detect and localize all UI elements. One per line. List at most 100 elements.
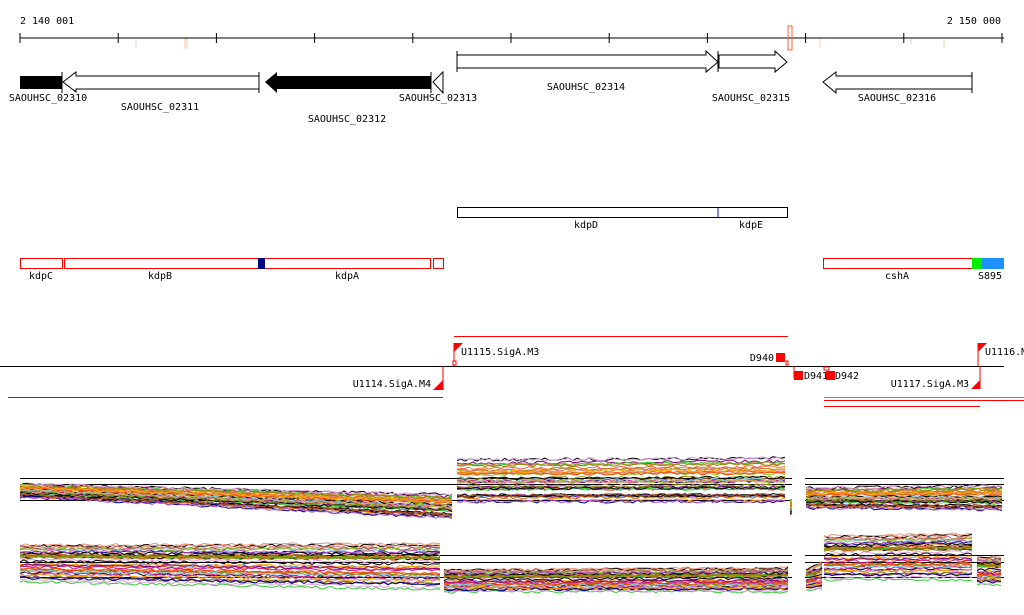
expression-series	[19, 554, 441, 560]
expression-series	[805, 584, 823, 589]
expression-series	[19, 575, 441, 586]
expression-series	[823, 568, 973, 573]
expression-series	[976, 570, 1002, 575]
feature-D940[interactable]: D940	[750, 353, 789, 366]
gene-label: SAOUHSC_02313	[399, 93, 477, 104]
operon-label: cshA	[885, 271, 909, 282]
expression-series	[976, 579, 1002, 584]
expression-series	[976, 573, 1002, 578]
expression-series	[19, 559, 441, 566]
expression-series	[823, 550, 973, 555]
expression-series	[456, 492, 786, 498]
ruler-end-label: 2 150 000	[947, 16, 1001, 27]
expression-series	[19, 551, 441, 556]
gene-label: SAOUHSC_02315	[712, 93, 790, 104]
feature-D941[interactable]: D941	[793, 366, 828, 382]
expression-series	[805, 573, 823, 579]
feature-track: U1114.SigA.M4 U1115.SigA.M3 D940 D941 D9…	[0, 336, 1024, 407]
operon-kdpD[interactable]	[457, 207, 788, 218]
feature-label: U1115.SigA.M3	[461, 347, 539, 358]
expression-series	[456, 499, 786, 504]
feature-U1116[interactable]: U1116.M	[977, 343, 1024, 366]
operon-S895[interactable]	[982, 258, 1004, 269]
expression-series	[19, 573, 441, 583]
gene-SAOUHSC_02315[interactable]: SAOUHSC_02315	[712, 49, 790, 104]
expression-series	[976, 567, 1002, 571]
operon-cshA[interactable]	[823, 258, 973, 269]
expression-series	[19, 575, 440, 586]
expression-series	[456, 462, 785, 468]
expression-series	[805, 560, 823, 571]
expression-series	[823, 533, 973, 539]
expression-series	[976, 575, 1002, 579]
operon-label: kdpA	[335, 271, 359, 282]
expression-series	[823, 564, 973, 569]
expression-series	[976, 578, 1002, 581]
expression-series	[976, 581, 1002, 585]
expression-series	[805, 484, 1002, 490]
operon-small[interactable]	[433, 258, 444, 269]
expression-series	[443, 579, 789, 584]
operon-kdpB-kdpA[interactable]	[64, 258, 431, 269]
operon-label: kdpD	[574, 220, 598, 231]
gene-SAOUHSC_02312[interactable]: SAOUHSC_02312	[265, 72, 431, 125]
expression-series	[805, 579, 823, 585]
gene-label: SAOUHSC_02310	[9, 93, 87, 104]
expression-series	[823, 545, 973, 551]
expression-series	[19, 484, 453, 500]
expression-series	[456, 466, 786, 472]
feature-label: D940	[750, 353, 774, 364]
gene-label: SAOUHSC_02311	[121, 102, 199, 113]
expression-series	[805, 582, 823, 587]
gene-SAOUHSC_02316[interactable]: SAOUHSC_02316	[822, 70, 973, 104]
expression-series	[456, 468, 786, 474]
expression-series	[456, 470, 786, 476]
expression-series	[19, 580, 441, 591]
expression-series	[976, 574, 1002, 578]
expression-series	[443, 569, 789, 575]
expression-series	[976, 556, 1002, 560]
feature-D942[interactable]: D942	[823, 366, 859, 382]
expression-series	[823, 545, 973, 551]
expression-series	[443, 570, 789, 576]
operon-label: kdpB	[148, 271, 172, 282]
operon-kdpC[interactable]	[20, 258, 63, 269]
expression-series	[443, 567, 789, 573]
expression-series	[823, 536, 973, 542]
expression-series	[805, 492, 1003, 497]
expression-series	[443, 588, 789, 593]
expression-series	[976, 577, 1002, 581]
gene-SAOUHSC_02310[interactable]: SAOUHSC_02310	[9, 76, 87, 104]
expression-series	[443, 583, 789, 588]
ruler-start-label: 2 140 001	[20, 16, 74, 27]
feature-U1115[interactable]: U1115.SigA.M3	[452, 343, 539, 366]
expression-series	[823, 575, 973, 580]
expression-series	[443, 573, 789, 579]
operon-label: kdpE	[739, 220, 763, 231]
expression-series	[976, 563, 1002, 568]
expression-series	[19, 565, 441, 572]
expression-series	[457, 479, 786, 485]
expression-series	[805, 580, 823, 584]
expression-series	[805, 487, 1003, 493]
expression-series	[805, 494, 1003, 499]
expression-series	[805, 506, 1003, 511]
expression-series	[805, 491, 1003, 496]
expression-series	[19, 491, 453, 513]
expression-series	[805, 577, 822, 583]
gene-SAOUHSC_02314[interactable]: SAOUHSC_02314	[456, 49, 719, 93]
expression-series	[805, 569, 823, 577]
ruler-markers	[135, 25, 945, 51]
expression-series	[19, 569, 441, 578]
expression-series	[456, 471, 786, 476]
feature-U1114[interactable]: U1114.SigA.M4	[353, 366, 444, 390]
expression-series	[456, 479, 786, 484]
expression-series	[976, 560, 1002, 564]
feature-U1117[interactable]: U1117.SigA.M3	[891, 366, 981, 390]
expression-series	[976, 569, 1002, 573]
gene-SAOUHSC_02313[interactable]: SAOUHSC_02313	[399, 70, 477, 104]
operon-label: S895	[978, 271, 1002, 282]
gene-track: SAOUHSC_02310 SAOUHSC_02311 SAOUHSC_0231…	[9, 49, 973, 125]
gene-SAOUHSC_02311[interactable]: SAOUHSC_02311	[61, 70, 260, 113]
